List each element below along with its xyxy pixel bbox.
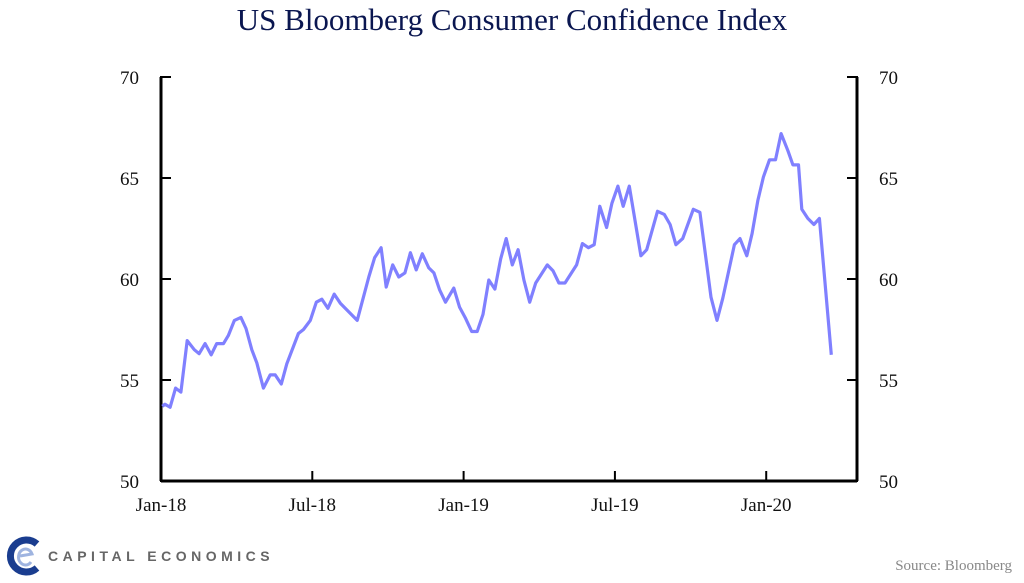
logo-mark-icon	[6, 536, 40, 576]
y-tick-label-left: 60	[120, 270, 139, 291]
x-tick-label: Jan-18	[136, 495, 187, 516]
y-tick-label-left: 70	[120, 68, 139, 89]
capital-economics-logo: CAPITAL ECONOMICS	[4, 536, 274, 576]
y-tick-label-right: 55	[879, 371, 898, 392]
y-tick-label-left: 55	[120, 371, 139, 392]
x-tick-label: Jan-19	[438, 495, 489, 516]
chart-title: US Bloomberg Consumer Confidence Index	[236, 2, 788, 37]
y-tick-label-right: 70	[879, 68, 898, 89]
series-line	[161, 132, 833, 409]
x-tick-label: Jul-19	[591, 495, 639, 516]
x-tick-label: Jul-18	[289, 495, 337, 516]
logo-text: CAPITAL ECONOMICS	[48, 548, 275, 564]
y-tick-label-left: 50	[120, 472, 139, 493]
y-tick-label-right: 60	[879, 270, 898, 291]
x-tick-label: Jan-20	[741, 495, 792, 516]
y-tick-label-left: 65	[120, 169, 139, 190]
y-tick-label-right: 65	[879, 169, 898, 190]
source-note: Source: Bloomberg	[895, 558, 1012, 574]
y-tick-label-right: 50	[879, 472, 898, 493]
